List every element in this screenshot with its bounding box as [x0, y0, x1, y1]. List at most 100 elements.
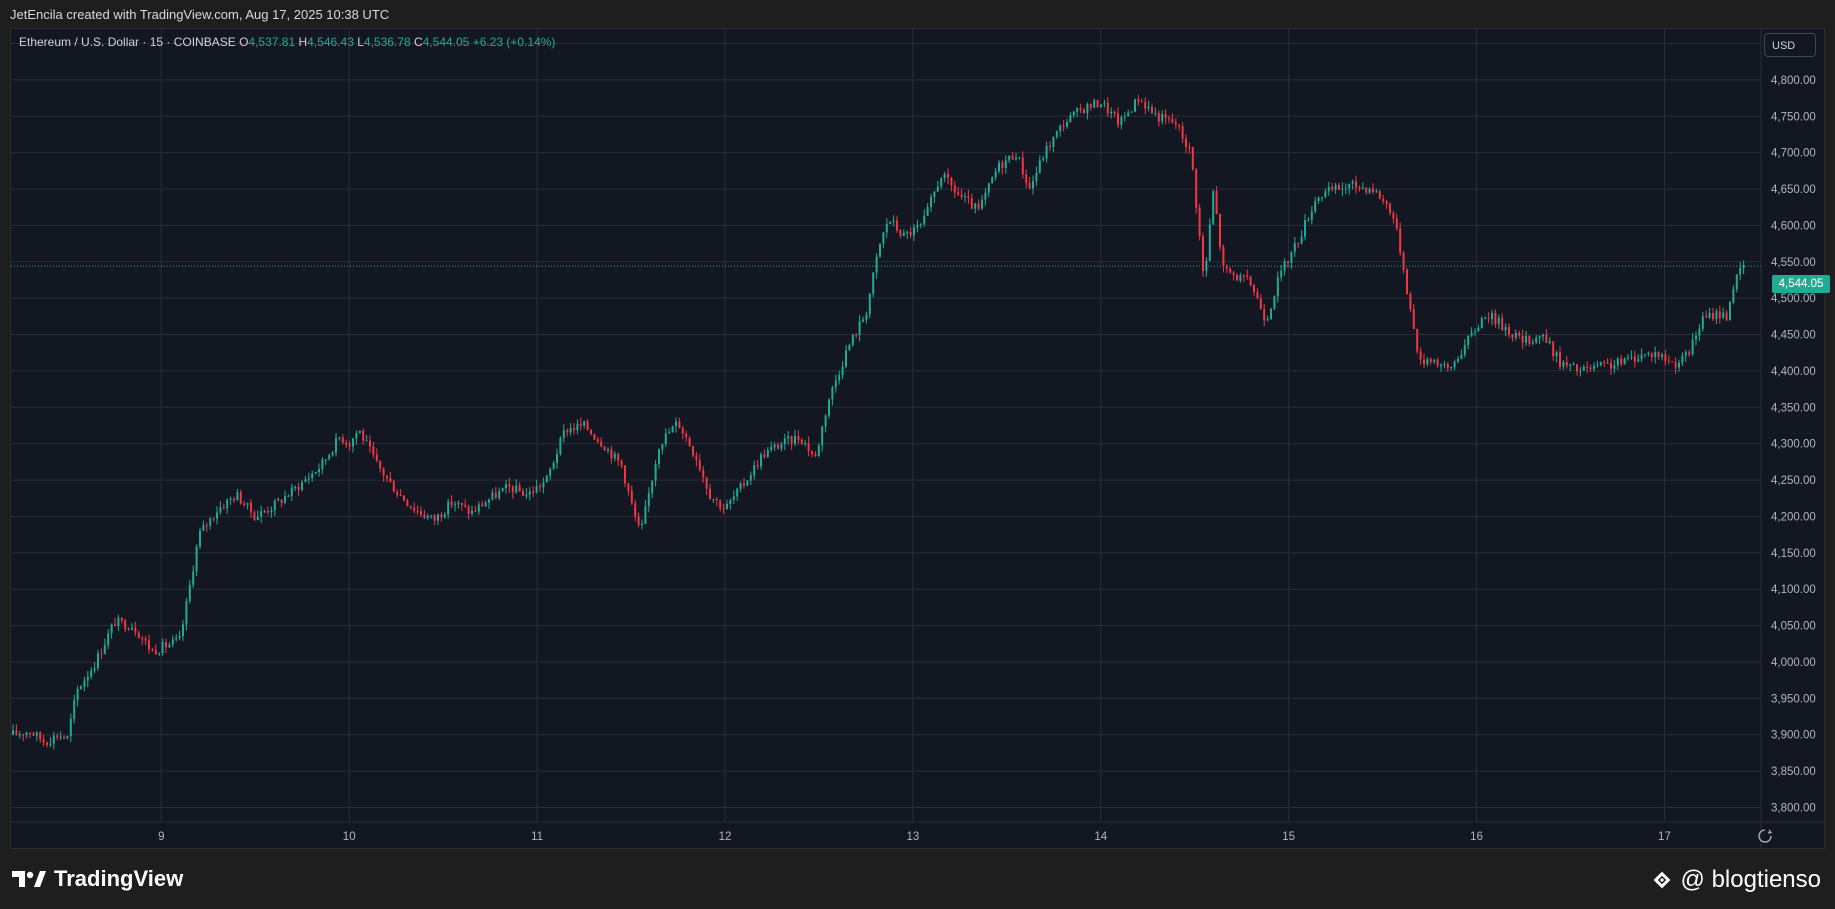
y-tick-label: 3,900.00	[1771, 730, 1816, 742]
candle-body	[1198, 207, 1201, 236]
candle-body	[1270, 308, 1272, 320]
candle-body	[600, 441, 603, 447]
candle-body	[229, 498, 232, 500]
candle-body	[1402, 252, 1405, 270]
candle-body	[1521, 335, 1524, 343]
candle-body	[1042, 158, 1045, 161]
candle-body	[1072, 111, 1075, 116]
candle-body	[1304, 220, 1306, 237]
candle-body	[1358, 187, 1361, 189]
candle-body	[97, 653, 99, 669]
chart-pane[interactable]: 3,800.00 3,850.00 3,900.00 3,950.00 4,000.00…	[10, 28, 1830, 849]
x-tick-label: 16	[1470, 831, 1483, 843]
candle-body	[879, 243, 881, 257]
candle-body	[936, 186, 939, 192]
candle-body	[90, 670, 93, 677]
candle-body	[1232, 272, 1235, 275]
top-caption-bar: JetEncila created with TradingView.com, …	[0, 0, 1835, 28]
candle-body	[1103, 102, 1106, 105]
x-tick-label: 10	[343, 831, 356, 843]
candle-body	[923, 215, 926, 225]
candle-body	[603, 446, 606, 451]
candle-body	[1283, 261, 1286, 271]
candle-body	[1032, 180, 1034, 189]
candle-body	[1718, 311, 1721, 318]
candle-body	[712, 499, 715, 501]
candle-body	[1589, 367, 1592, 369]
candle-body	[287, 495, 290, 497]
candle-body	[814, 454, 817, 456]
candle-body	[838, 374, 841, 381]
candle-body	[974, 203, 977, 209]
candle-body	[1361, 187, 1364, 189]
candle-body	[369, 440, 371, 447]
reset-view-icon[interactable]	[1756, 827, 1774, 845]
candle-body	[1344, 188, 1347, 190]
y-tick-label: 4,750.00	[1771, 111, 1816, 123]
handle-text: @ blogtienso	[1680, 866, 1821, 893]
candle-body	[49, 743, 52, 745]
price-chart[interactable]: 3,800.00 3,850.00 3,900.00 3,950.00 4,000.00…	[11, 29, 1824, 848]
candle-body	[1242, 275, 1245, 277]
candle-body	[416, 510, 419, 512]
candle-body	[1647, 352, 1650, 355]
candle-body	[457, 502, 460, 505]
candle-body	[76, 688, 79, 701]
candle-body	[294, 486, 297, 488]
candle-body	[63, 736, 65, 739]
tradingview-brand[interactable]: TradingView	[12, 866, 183, 892]
candle-body	[18, 734, 21, 736]
candle-body	[658, 449, 660, 465]
candle-body	[474, 510, 477, 512]
candle-body	[1137, 99, 1140, 102]
candle-body	[875, 256, 878, 273]
candle-body	[817, 445, 820, 456]
price-axis[interactable]: 3,800.00 3,850.00 3,900.00 3,950.00 4,000.00…	[1771, 39, 1816, 815]
candle-body	[1147, 106, 1150, 109]
candle-body	[1205, 260, 1208, 272]
candle-body	[311, 473, 314, 479]
candle-body	[620, 460, 623, 466]
candle-body	[1640, 354, 1643, 360]
candle-body	[392, 481, 395, 493]
candle-body	[324, 459, 327, 461]
symbol-title: Ethereum / U.S. Dollar · 15 · COINBASE	[19, 35, 236, 49]
candle-body	[1089, 103, 1092, 108]
close-value: 4,544.05	[422, 35, 470, 49]
candle-body	[1453, 361, 1456, 368]
candle-body	[678, 421, 681, 429]
candle-body	[1113, 111, 1116, 114]
candle-body	[1045, 145, 1048, 159]
candle-body	[331, 452, 334, 455]
candle-body	[69, 718, 72, 737]
candle-body	[613, 453, 616, 459]
candle-body	[32, 733, 35, 736]
candle-body	[1688, 352, 1691, 355]
candle-body	[515, 485, 518, 493]
candle-body	[919, 224, 922, 226]
candle-body	[634, 503, 637, 517]
candle-body	[1195, 169, 1198, 208]
candle-body	[1188, 146, 1191, 148]
candle-body	[267, 511, 269, 513]
candle-body	[1412, 309, 1415, 329]
candle-body	[790, 436, 793, 444]
candle-body	[1399, 228, 1402, 253]
candle-body	[722, 508, 725, 510]
candle-body	[1548, 341, 1551, 343]
y-tick-label: 4,200.00	[1771, 511, 1816, 523]
currency-button[interactable]: USD	[1764, 33, 1816, 57]
candle-body	[1725, 312, 1728, 321]
candle-body	[1494, 312, 1497, 325]
candle-body	[12, 730, 14, 735]
candle-body	[430, 515, 433, 517]
candle-body	[556, 454, 558, 463]
candle-body	[103, 645, 106, 654]
candle-body	[246, 502, 249, 506]
candle-body	[562, 430, 565, 438]
candle-body	[1633, 356, 1636, 362]
time-axis[interactable]: 9 10 11 12 13 14 15 16 17	[158, 831, 1671, 843]
candle-body	[209, 518, 212, 526]
candle-body	[379, 460, 382, 469]
candle-body	[22, 734, 25, 736]
